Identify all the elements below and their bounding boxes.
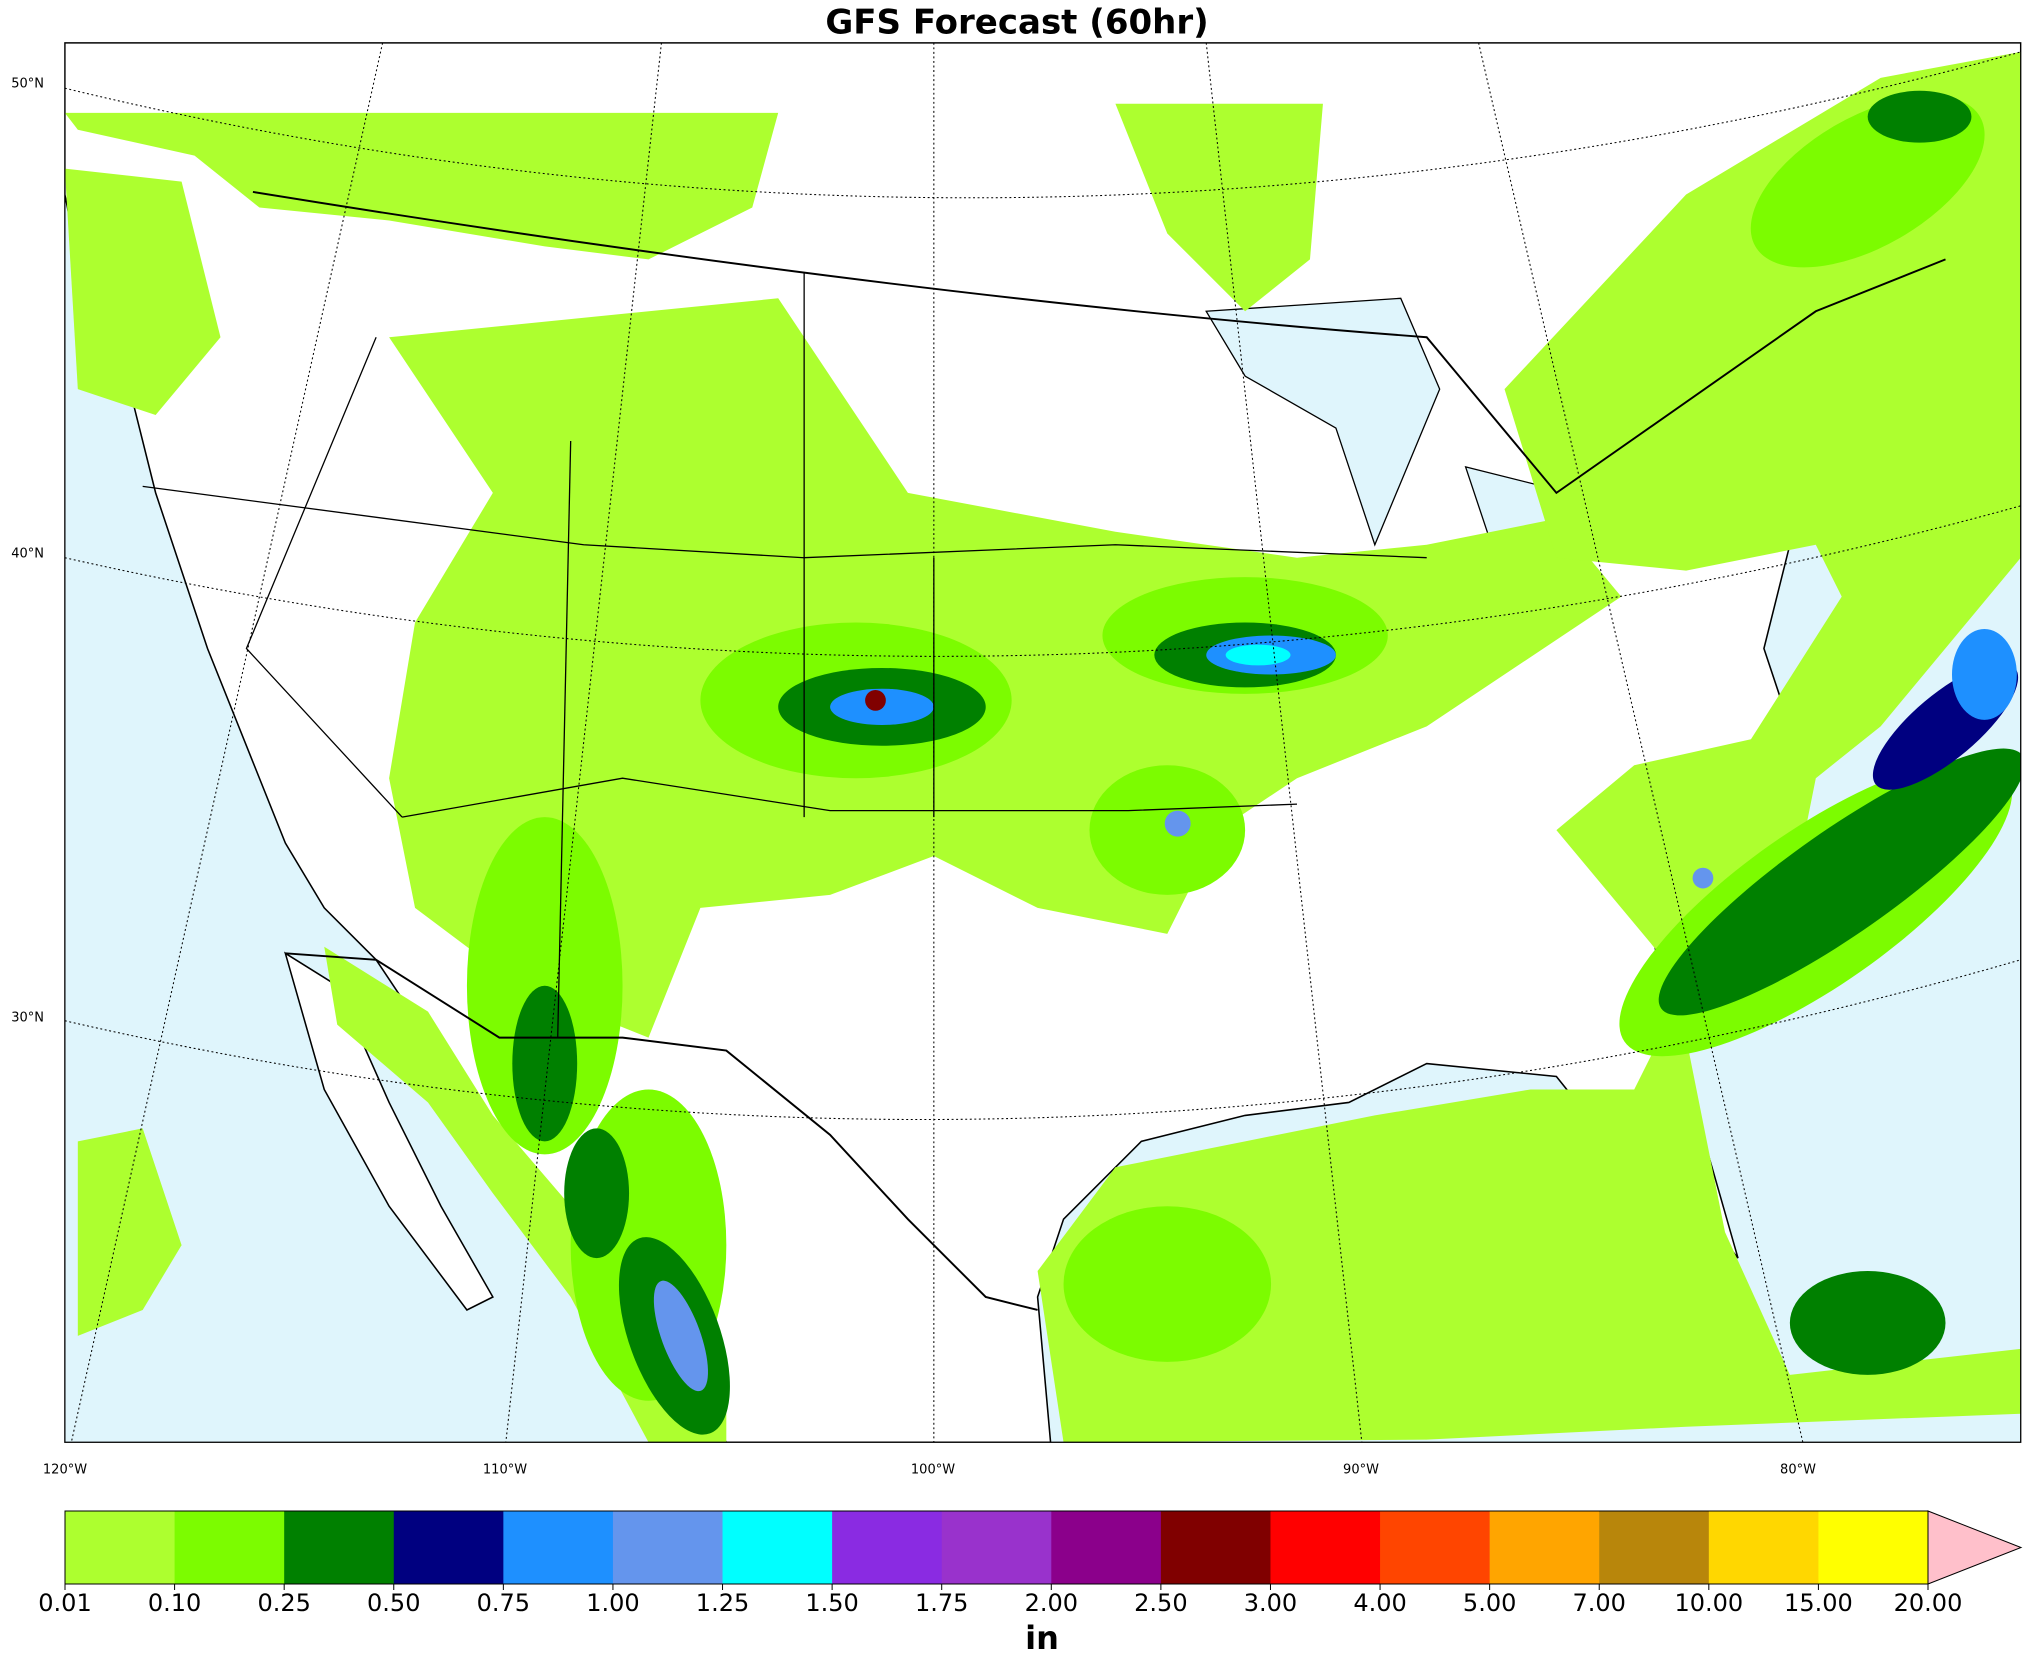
colorbar-box [1051, 1511, 1162, 1584]
colorbar-tick-label: 1.50 [805, 1589, 858, 1617]
colorbar: 0.01 0.10 0.25 0.50 0.75 1.00 1.25 1.50 1.75 2.00… [38, 1510, 2023, 1657]
colorbar-box [174, 1511, 285, 1584]
colorbar-box [1818, 1511, 1929, 1584]
colorbar-tick-label: 0.25 [257, 1589, 310, 1617]
state-borders [142, 272, 1427, 1038]
colorbar-tick-label: 0.75 [477, 1589, 530, 1617]
map [64, 42, 2022, 1443]
colorbar-extend [1927, 1510, 2023, 1585]
colorbar-tick-label: 5.00 [1463, 1589, 1516, 1617]
colorbar-tick-label: 1.25 [696, 1589, 749, 1617]
colorbar-box [393, 1511, 504, 1584]
colorbar-tick-label: 15.00 [1784, 1589, 1853, 1617]
lon-label: 120°W [43, 1463, 87, 1478]
title: GFS Forecast (60hr) [825, 3, 1208, 43]
colorbar-box [1380, 1511, 1491, 1584]
colorbar-box [284, 1511, 395, 1584]
lat-label: 50°N [11, 77, 44, 92]
lon-label: 110°W [483, 1463, 527, 1478]
colorbar-tick-label: 7.00 [1573, 1589, 1626, 1617]
colorbar-tick-label: 10.00 [1674, 1589, 1743, 1617]
colorbar-box [1599, 1511, 1710, 1584]
lat-label: 40°N [11, 547, 44, 562]
colorbar-box [941, 1511, 1052, 1584]
colorbar-box [1708, 1511, 1819, 1584]
colorbar-box [1160, 1511, 1271, 1584]
colorbar-box [1489, 1511, 1600, 1584]
precipitation-max [653, 629, 2019, 1392]
colorbar-box [832, 1511, 943, 1584]
colorbar-unit: in [1025, 1619, 1059, 1657]
borders [252, 190, 1946, 1311]
lon-label: 100°W [911, 1463, 955, 1478]
lat-label: 30°N [11, 1011, 44, 1026]
colorbar-tick-label: 2.50 [1134, 1589, 1187, 1617]
colorbar-box [65, 1511, 176, 1584]
lon-label: 90°W [1343, 1463, 1379, 1478]
map-frame [64, 42, 2022, 1443]
colorbar-tick-label: 3.00 [1244, 1589, 1297, 1617]
colorbar-tick-label: 4.00 [1353, 1589, 1406, 1617]
colorbar-tick-label: 0.50 [367, 1589, 420, 1617]
colorbar-box [722, 1511, 833, 1584]
colorbar-tick-label: 2.00 [1025, 1589, 1078, 1617]
colorbar-box [612, 1511, 724, 1584]
colorbar-frame [64, 1510, 1929, 1585]
colorbar-tick-label: 0.01 [38, 1589, 91, 1617]
colorbar-tick-label: 0.10 [148, 1589, 201, 1617]
colorbar-tick-label: 1.75 [915, 1589, 968, 1617]
colorbar-box [1270, 1511, 1381, 1584]
colorbar-box [503, 1511, 614, 1584]
colorbar-tick-label: 20.00 [1894, 1589, 1963, 1617]
colorbar-tick-label: 1.00 [586, 1589, 639, 1617]
lon-label: 80°W [1780, 1463, 1816, 1478]
map-labels: 50°N 40°N 30°N 120°W 110°W 100°W 90°W 80°W [11, 77, 1816, 1478]
